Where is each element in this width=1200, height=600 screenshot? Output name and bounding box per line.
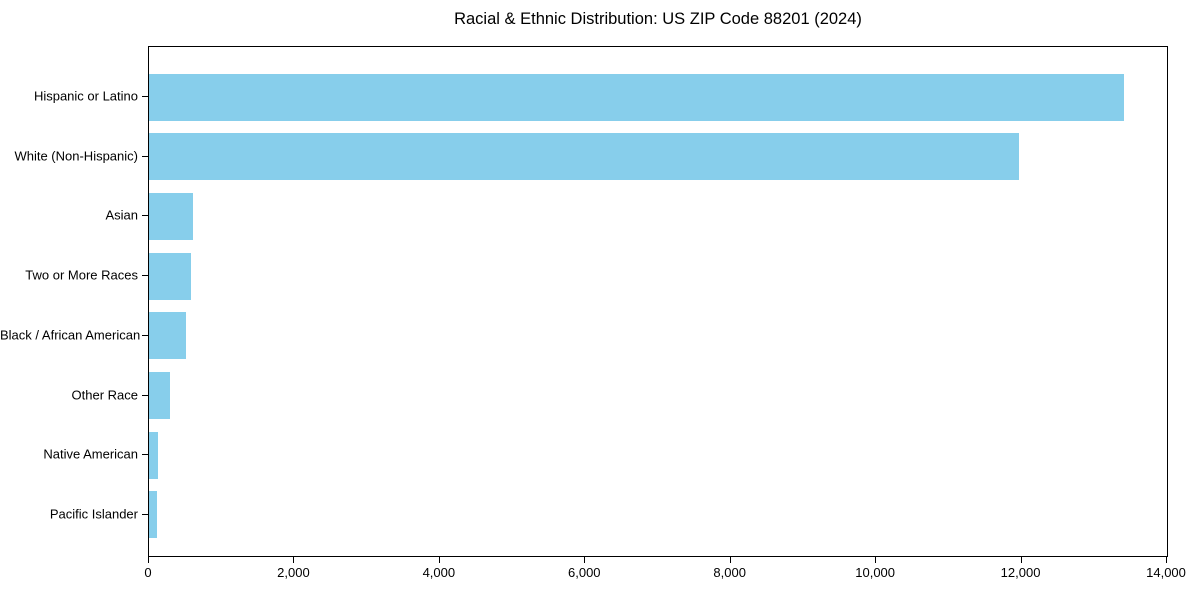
bar-asian: [149, 192, 193, 240]
ytick-mark: [142, 275, 148, 277]
ytick-mark: [142, 454, 148, 456]
bar-hispanic-or-latino: [149, 73, 1125, 121]
xtick-label-8000: 8,000: [713, 565, 746, 580]
xtick-label-6000: 6,000: [568, 565, 601, 580]
ytick-mark: [142, 334, 148, 336]
ytick-mark: [142, 96, 148, 97]
bar-native-american: [149, 431, 158, 479]
ytick-label-native-american: Native American: [43, 446, 138, 462]
xtick-mark: [438, 557, 440, 563]
bar-white-non-hispanic: [149, 133, 1020, 181]
xtick-label-2000: 2,000: [277, 565, 310, 580]
ytick-label-hispanic-or-latino: Hispanic or Latino: [33, 88, 138, 104]
xtick-mark: [1020, 557, 1022, 563]
xtick-label-14000: 14,000: [1146, 565, 1186, 580]
bar-black-african-american: [149, 312, 187, 360]
ytick-label-asian: Asian: [105, 207, 138, 223]
bar-pacific-islander: [149, 491, 157, 539]
xtick-label-4000: 4,000: [422, 565, 456, 580]
plot-area: [148, 46, 1168, 557]
ytick-label-other-race: Other Race: [71, 387, 138, 403]
ytick-mark: [142, 215, 148, 217]
chart-title: Racial & Ethnic Distribution: US ZIP Cod…: [454, 10, 862, 28]
xtick-mark: [584, 557, 586, 563]
ytick-label-white-non-hispanic: White (Non-Hispanic): [14, 148, 138, 164]
ytick-label-pacific-islander: Pacific Islander: [49, 506, 138, 522]
xtick-label-0: 0: [144, 565, 152, 580]
xtick-mark: [148, 557, 149, 563]
xtick-mark: [729, 557, 731, 563]
ytick-mark: [142, 394, 148, 396]
ytick-label-black-african-american: Black / African American: [0, 327, 141, 343]
ytick-label-two-or-more-races: Two or More Races: [25, 267, 138, 283]
xtick-mark: [293, 557, 295, 563]
xtick-mark: [875, 557, 877, 563]
xtick-label-12000: 12,000: [1000, 565, 1041, 580]
ytick-mark: [142, 155, 148, 157]
bar-two-or-more-races: [149, 252, 191, 300]
xtick-label-10000: 10,000: [855, 565, 896, 580]
bar-other-race: [149, 372, 171, 420]
xtick-mark: [1166, 557, 1167, 563]
ytick-mark: [142, 513, 148, 515]
